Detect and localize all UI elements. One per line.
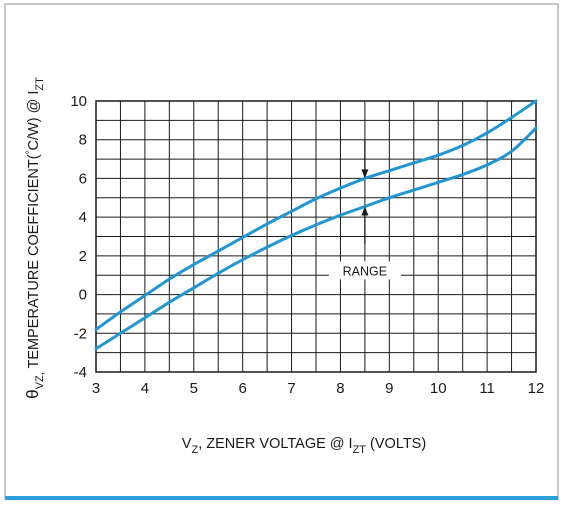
range-label: RANGE [343, 264, 387, 278]
x-tick-label-5: 8 [336, 380, 344, 397]
x-axis-label: VZ, ZENER VOLTAGE @ IZT (VOLTS) [182, 436, 426, 456]
y-axis-label: θVZ, TEMPERATURE COEFFICIENT(°C/W) @ IZT [23, 77, 46, 399]
figure-border [4, 3, 559, 499]
y-tick-label-6: 8 [79, 132, 87, 149]
x-label-main: V [182, 436, 192, 452]
series-line-1 [94, 126, 538, 351]
y-tick-label-1: -2 [74, 325, 87, 342]
y-label-degree: ° [25, 150, 36, 154]
y-label-mid2: C/W) @ I [26, 91, 42, 151]
x-tick-labels: 3 4 5 6 7 8 9 10 11 12 [92, 380, 545, 397]
range-arrow-lower-head [361, 206, 369, 216]
series-lines [94, 99, 538, 351]
figure-bottom-bar [5, 496, 558, 500]
x-label-tail: (VOLTS) [366, 436, 426, 452]
x-label-mid: , ZENER VOLTAGE @ I [198, 436, 352, 452]
x-tick-label-9: 12 [528, 380, 545, 397]
x-tick-label-6: 9 [385, 380, 393, 397]
y-tick-labels: -4 -2 0 2 4 6 8 10 [70, 93, 87, 381]
x-label-sub1: Z [191, 444, 198, 456]
plot-area-border [95, 100, 537, 373]
y-label-mid: TEMPERATURE COEFFICIENT( [26, 154, 42, 372]
x-tick-label-1: 4 [141, 380, 149, 397]
x-tick-label-2: 5 [190, 380, 198, 397]
y-label-sub1: VZ, [34, 372, 46, 389]
x-tick-label-4: 7 [287, 380, 295, 397]
y-tick-label-7: 10 [70, 93, 87, 110]
x-tick-label-8: 11 [479, 380, 495, 397]
x-label-sub2: ZT [353, 444, 367, 456]
y-tick-label-4: 4 [79, 209, 87, 226]
range-arrow-upper-head [361, 169, 369, 179]
series-line-0 [94, 99, 538, 331]
x-tick-label-3: 6 [238, 380, 246, 397]
x-tick-label-7: 10 [430, 380, 447, 397]
range-annotation: RANGE [328, 139, 401, 280]
y-label-sub2: ZT [34, 77, 46, 91]
y-label-symbol: θ [23, 389, 42, 398]
range-label-background [328, 261, 401, 280]
y-tick-label-5: 6 [79, 170, 87, 187]
y-tick-label-0: -4 [74, 364, 87, 381]
x-tick-label-0: 3 [92, 380, 100, 397]
y-tick-label-2: 0 [79, 287, 87, 304]
y-tick-label-3: 2 [79, 248, 87, 265]
